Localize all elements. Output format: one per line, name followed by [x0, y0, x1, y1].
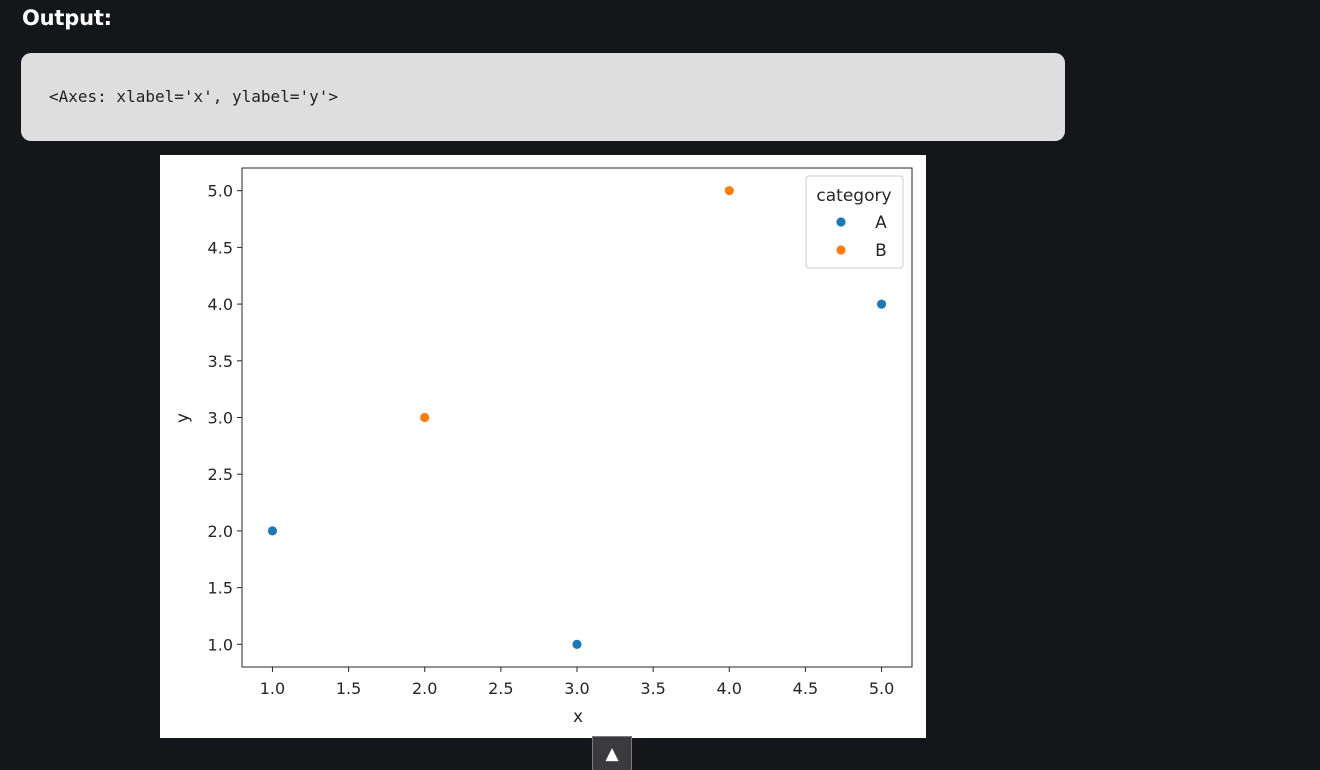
- y-tick-label: 3.5: [208, 352, 233, 371]
- x-tick-label: 3.0: [564, 679, 589, 698]
- scatter-point-A: [571, 638, 583, 650]
- y-tick-label: 4.0: [208, 295, 233, 314]
- triangle-up-icon: ▲: [605, 743, 619, 764]
- x-tick-label: 4.5: [793, 679, 818, 698]
- scatter-point-B: [723, 185, 735, 197]
- legend-label: A: [875, 213, 887, 233]
- y-tick-label: 1.0: [208, 635, 233, 654]
- scatter-point-A: [876, 298, 887, 310]
- scatter-point-B: [419, 412, 431, 423]
- y-tick-label: 1.5: [208, 579, 233, 598]
- x-tick-label: 5.0: [869, 679, 894, 698]
- y-tick-label: 3.0: [208, 409, 233, 428]
- x-tick-label: 2.0: [412, 679, 437, 698]
- x-axis-ticks: 1.0 1.5 2.0 2.5 3.0 3.5 4.0 4.5 5.0: [260, 667, 894, 698]
- y-tick-label: 5.0: [208, 182, 233, 201]
- code-output-text: <Axes: xlabel='x', ylabel='y'>: [49, 87, 338, 106]
- legend-marker: [835, 244, 847, 256]
- output-heading: Output:: [22, 6, 112, 30]
- legend: category AB: [805, 175, 904, 269]
- scatter-plot-figure: 1.0 1.5 2.0 2.5 3.0 3.5 4.0 4.5 5.0 1.0 1.5 2.0 2.5…: [160, 155, 926, 738]
- x-axis-label: x: [573, 707, 583, 727]
- x-tick-label: 2.5: [488, 679, 513, 698]
- x-tick-label: 3.5: [640, 679, 665, 698]
- legend-title: category: [816, 186, 891, 206]
- code-output-box: <Axes: xlabel='x', ylabel='y'>: [21, 53, 1065, 141]
- y-axis-ticks: 1.0 1.5 2.0 2.5 3.0 3.5 4.0 4.5 5.0: [208, 182, 242, 654]
- y-tick-label: 4.5: [208, 238, 233, 257]
- legend-label: B: [875, 241, 887, 261]
- y-tick-label: 2.0: [208, 522, 233, 541]
- legend-marker: [835, 216, 847, 228]
- x-tick-label: 1.0: [260, 679, 285, 698]
- y-axis-label: y: [173, 413, 193, 423]
- scatter-plot-svg: 1.0 1.5 2.0 2.5 3.0 3.5 4.0 4.5 5.0 1.0 1.5 2.0 2.5…: [173, 167, 913, 727]
- legend-box: [805, 175, 904, 269]
- collapse-button[interactable]: ▲: [592, 736, 632, 770]
- y-tick-label: 2.5: [208, 465, 233, 484]
- data-points: [267, 185, 887, 650]
- x-tick-label: 4.0: [717, 679, 742, 698]
- x-tick-label: 1.5: [336, 679, 361, 698]
- scatter-point-A: [267, 525, 278, 537]
